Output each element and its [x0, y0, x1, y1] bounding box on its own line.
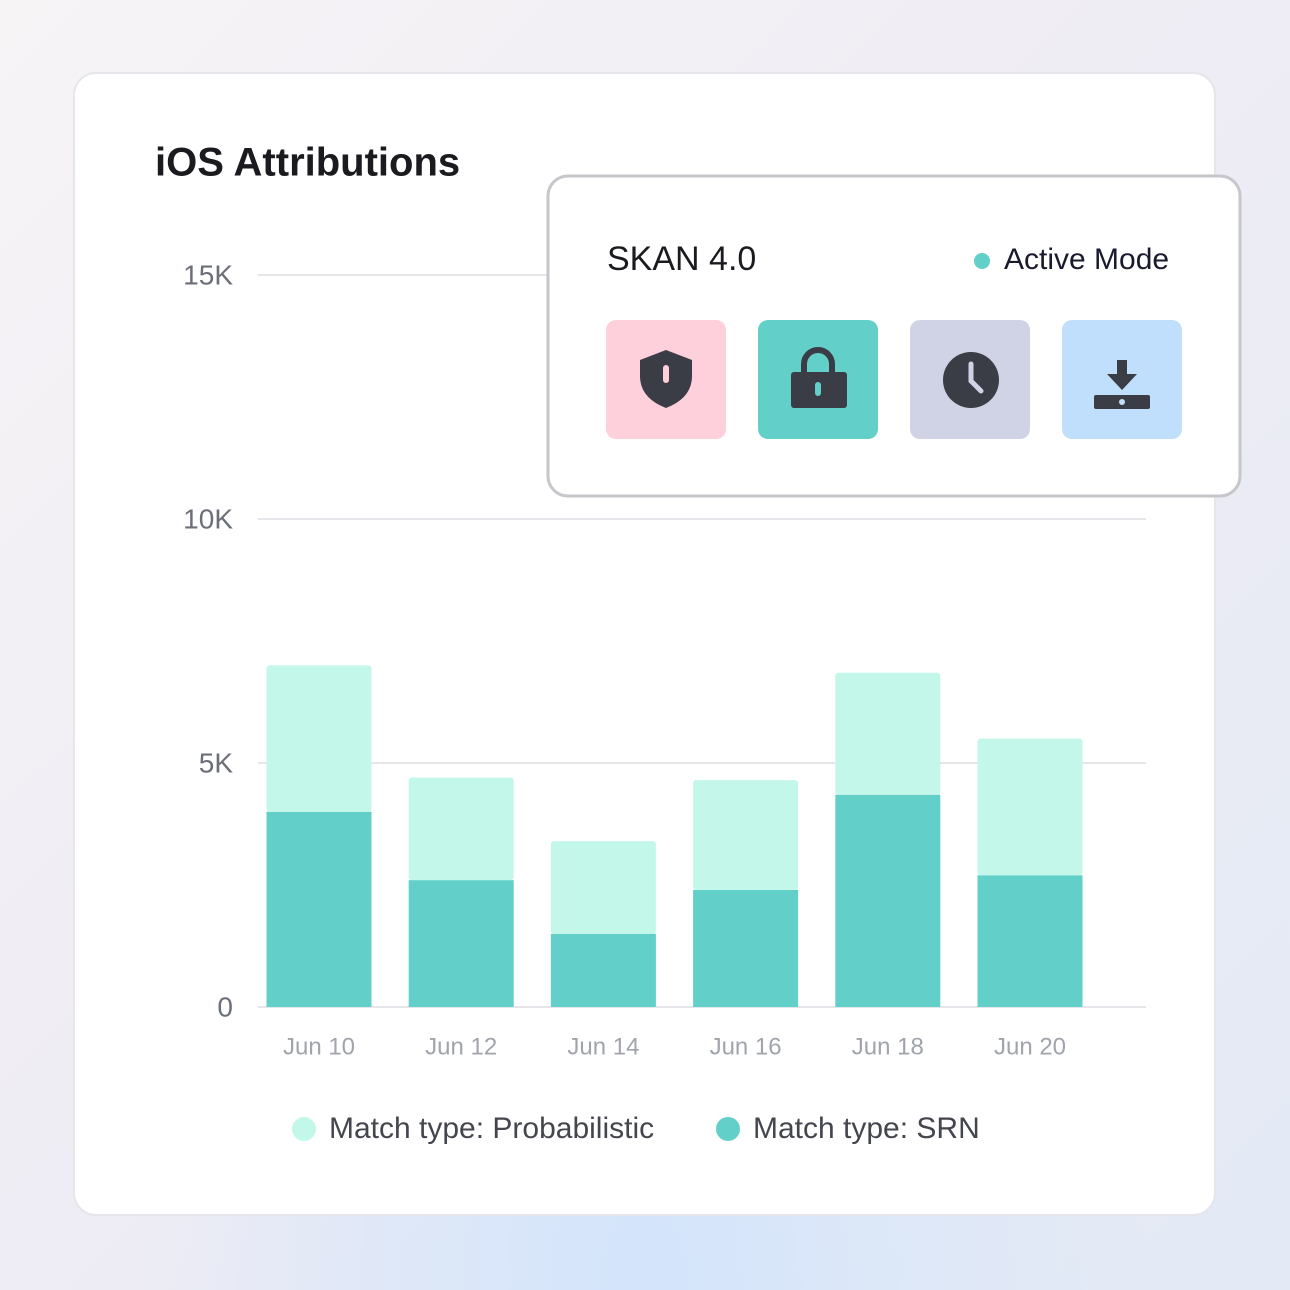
lock-keyhole — [815, 382, 821, 396]
bar-segment — [550, 841, 656, 934]
chart-title: iOS Attributions — [155, 141, 460, 185]
download-dot — [1119, 399, 1125, 405]
x-tick-label: Jun 16 — [710, 1033, 782, 1060]
y-tick-label: 5K — [199, 747, 234, 778]
legend-marker — [292, 1117, 316, 1141]
bar-segment — [835, 794, 941, 1007]
plot-area: 0 5K 10K 15K Jun 10 Jun 12 Jun 14 Jun 16 Jun 18 J… — [183, 259, 1146, 1145]
bar-segment — [266, 665, 372, 812]
panel-title: SKAN 4.0 — [607, 240, 756, 278]
x-tick-label: Jun 14 — [567, 1033, 639, 1060]
bar-segment — [693, 780, 799, 890]
legend-marker — [716, 1117, 740, 1141]
shield-icon-slot — [663, 365, 669, 383]
bar-segment — [977, 738, 1083, 876]
status-text: Active Mode — [1004, 243, 1169, 276]
lock-shackle — [801, 347, 835, 374]
x-tick-label: Jun 10 — [283, 1033, 355, 1060]
clock-hands — [968, 361, 984, 394]
bar-segment — [408, 880, 514, 1007]
bar-segment — [977, 875, 1083, 1007]
y-tick-label: 10K — [183, 503, 233, 534]
x-tick-label: Jun 20 — [994, 1033, 1066, 1060]
legend-label: Match type: SRN — [753, 1112, 980, 1145]
legend-label: Match type: Probabilistic — [329, 1112, 654, 1145]
download-arrow — [1107, 360, 1137, 390]
bar-segment — [408, 777, 514, 881]
bar-segment — [266, 811, 372, 1007]
skan-panel: SKAN 4.0 Active Mode — [546, 174, 1242, 498]
bar-segment — [835, 672, 941, 795]
y-tick-label: 0 — [217, 991, 233, 1022]
x-tick-label: Jun 12 — [425, 1033, 497, 1060]
bar-segment — [550, 933, 656, 1007]
x-tick-label: Jun 18 — [852, 1033, 924, 1060]
bar-segment — [693, 889, 799, 1007]
status-dot — [974, 253, 990, 269]
y-tick-label: 15K — [183, 259, 233, 290]
